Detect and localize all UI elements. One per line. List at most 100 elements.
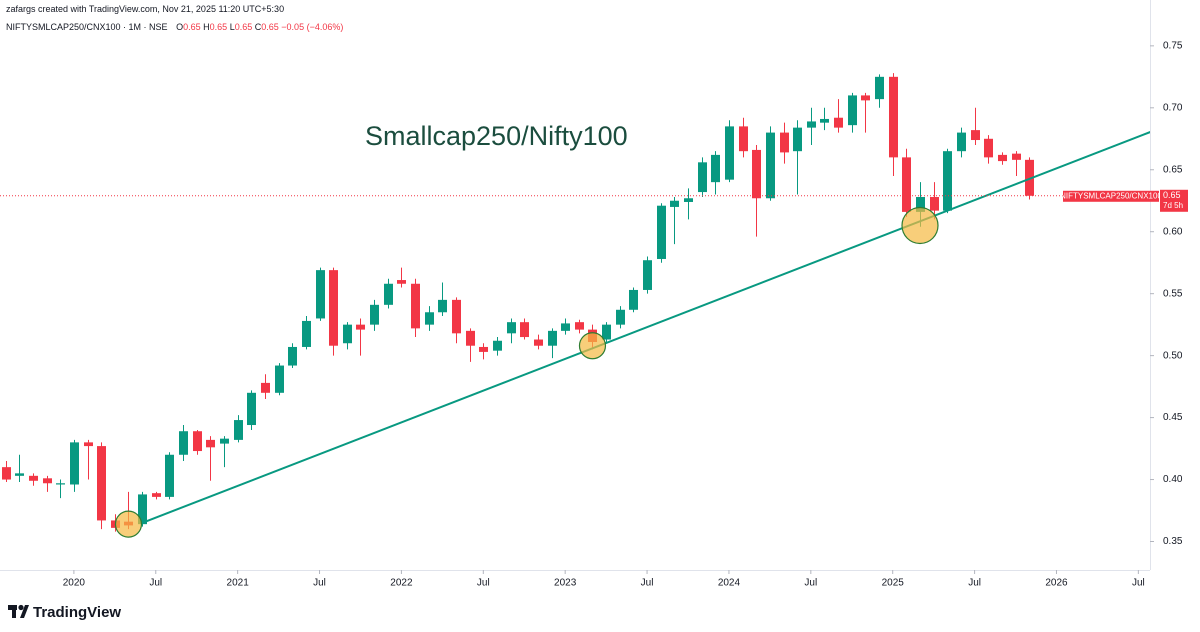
ohlc-key: O: [176, 22, 183, 32]
candle-body: [370, 304, 379, 325]
x-tick-label: 2020: [63, 578, 86, 589]
candle-body: [548, 330, 557, 346]
ohlc-value: 0.65: [235, 22, 253, 32]
x-tick-label: Jul: [641, 578, 654, 589]
y-tick-label: 0.50: [1163, 350, 1183, 361]
candle-body: [206, 439, 215, 448]
candle-body: [43, 478, 52, 484]
ohlc-value: 0.65: [261, 22, 279, 32]
candle-body: [29, 475, 38, 481]
x-tick-label: Jul: [968, 578, 981, 589]
candle-body: [698, 162, 707, 193]
legend-line: NIFTYSMLCAP250/CNX100 · 1M · NSE O0.65 H…: [6, 22, 343, 32]
candle-body: [711, 154, 720, 183]
candle-body: [793, 127, 802, 152]
candle-body: [957, 132, 966, 152]
candle-body: [179, 431, 188, 455]
chart-title: Smallcap250/Nifty100: [365, 121, 628, 151]
candle-body: [138, 494, 147, 525]
x-tick-label: 2022: [390, 578, 413, 589]
candle-body: [670, 200, 679, 207]
candle-body: [425, 312, 434, 325]
candle-body: [343, 324, 352, 344]
candle-body: [466, 330, 475, 346]
price-label-countdown: 7d 5h: [1163, 201, 1183, 210]
ohlc-value: 0.65: [183, 22, 201, 32]
candle-body: [247, 392, 256, 426]
candle-body: [752, 149, 761, 199]
y-tick-label: 0.35: [1163, 536, 1183, 547]
watermark: zafargs created with TradingView.com, No…: [6, 4, 284, 14]
candle-body: [397, 280, 406, 284]
candle-body: [302, 320, 311, 347]
candle-body: [288, 346, 297, 366]
candle-body: [479, 346, 488, 352]
candle-body: [943, 151, 952, 211]
candle-body: [15, 473, 24, 476]
plot-area: [0, 73, 1150, 538]
candle-body: [2, 467, 11, 480]
candle-body: [493, 340, 502, 351]
candle-body: [684, 198, 693, 202]
highlight-circle: [114, 510, 143, 538]
candle-body: [575, 322, 584, 330]
candle-body: [916, 197, 925, 212]
brand-logo: [8, 604, 29, 618]
candle-body: [452, 299, 461, 334]
candle-body: [657, 205, 666, 259]
brand: TradingView: [33, 604, 121, 621]
x-tick-label: 2021: [227, 578, 250, 589]
candle-body: [97, 446, 106, 521]
candle-body: [602, 324, 611, 340]
candle-body: [384, 283, 393, 305]
candle-body: [56, 483, 65, 485]
candle-body: [534, 339, 543, 346]
candle-body: [930, 197, 939, 211]
x-tick-label: 2024: [718, 578, 741, 589]
x-tick-label: Jul: [1132, 578, 1145, 589]
ohlc-key: H: [203, 22, 210, 32]
candle-body: [84, 442, 93, 447]
candle-body: [520, 322, 529, 338]
candle-body: [820, 118, 829, 123]
price-label-price: 0.65: [1163, 190, 1181, 200]
x-tick-label: Jul: [804, 578, 817, 589]
price-label-box: [1160, 189, 1188, 212]
candle-body: [875, 76, 884, 100]
ohlc-key: C: [255, 22, 262, 32]
candle-body: [193, 431, 202, 452]
candle-body: [152, 493, 161, 497]
candle-body: [807, 121, 816, 128]
trendline: [141, 131, 1150, 524]
candle-body: [561, 323, 570, 331]
candle-body: [643, 260, 652, 290]
candle-body: [616, 309, 625, 325]
candle-body: [889, 76, 898, 158]
candle-body: [971, 130, 980, 141]
highlight-circle: [578, 332, 607, 360]
candle-body: [998, 154, 1007, 162]
candle-body: [629, 289, 638, 310]
symbol: NIFTYSMLCAP250/CNX100 · 1M · NSE: [6, 22, 168, 32]
change: −0.05 (−4.06%): [281, 22, 343, 32]
y-tick-label: 0.45: [1163, 412, 1183, 423]
candle-body: [261, 382, 270, 393]
candle-body: [1012, 153, 1021, 160]
candle-body: [165, 454, 174, 497]
ohlc-key: L: [230, 22, 235, 32]
x-tick-label: 2025: [882, 578, 905, 589]
y-tick-label: 0.65: [1163, 164, 1183, 175]
y-tick-label: 0.60: [1163, 226, 1183, 237]
candle-body: [902, 157, 911, 212]
x-tick-label: 2023: [554, 578, 577, 589]
candle-body: [438, 299, 447, 313]
candle-body: [507, 322, 516, 334]
candle-body: [984, 138, 993, 158]
candle-body: [316, 270, 325, 319]
highlight-circle: [901, 206, 939, 245]
candle-body: [848, 95, 857, 126]
price-label-symbol: NIFTYSMLCAP250/CNX100: [1060, 191, 1162, 200]
